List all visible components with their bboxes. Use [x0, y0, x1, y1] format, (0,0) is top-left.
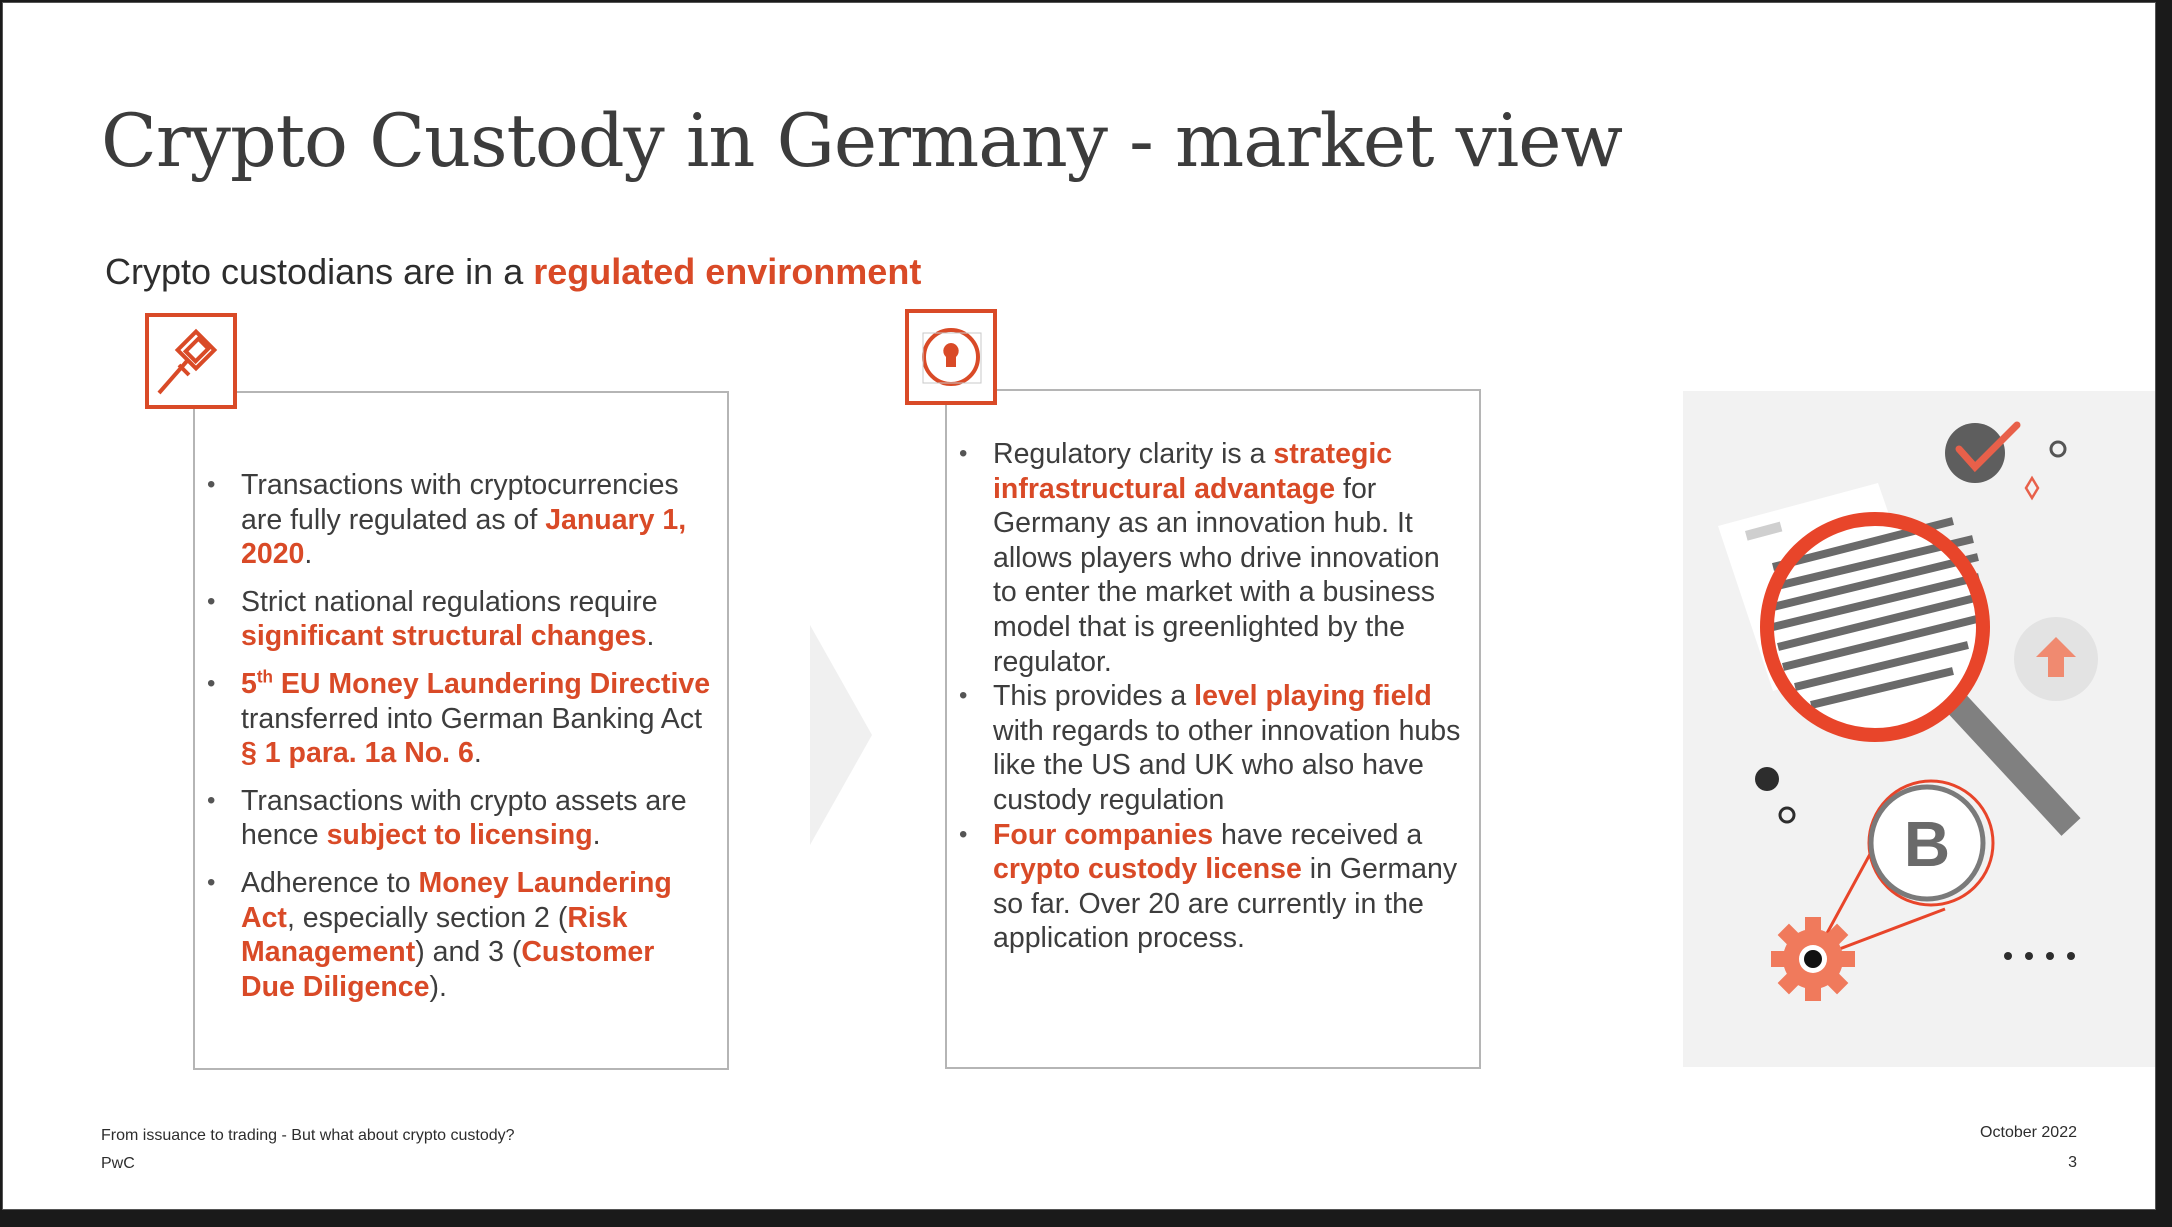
bullet-highlight: level playing field: [1194, 680, 1432, 713]
footer-page-number: 3: [2068, 1154, 2077, 1171]
bullet-text: transferred into German Banking Act: [241, 702, 702, 735]
magnifier-icon: [1760, 512, 2081, 836]
bullet-highlight: th: [256, 667, 273, 687]
bullet-item: Adherence to Money Laundering Act, espec…: [195, 866, 713, 1004]
bullet-text: with regards to other innovation hubs li…: [993, 714, 1461, 816]
footer-presentation-title: From issuance to trading - But what abou…: [101, 1127, 515, 1144]
bullet-highlight: January 1, 2020: [241, 503, 687, 571]
footer-company: PwC: [101, 1155, 135, 1172]
bullet-text: This provides a: [993, 680, 1195, 713]
gear-icon: [1771, 917, 1855, 1001]
svg-text:B: B: [1904, 808, 1950, 880]
bullet-highlight: Four companies: [993, 818, 1214, 851]
transition-arrow: [810, 625, 872, 845]
bullet-text: have received a: [1213, 818, 1423, 851]
bullet-text: Transactions with cryptocurrencies are f…: [241, 469, 679, 536]
bullet-text: .: [646, 620, 655, 653]
bullet-text: ).: [429, 970, 447, 1003]
bullet-text: Adherence to: [241, 866, 419, 899]
bullet-highlight: Customer Due Diligence: [241, 936, 655, 1003]
bullet-text: in Germany so far. Over 20 are currently…: [993, 853, 1458, 955]
gavel-icon: [157, 328, 218, 395]
left-panel: Transactions with cryptocurrencies are f…: [193, 391, 729, 1070]
slide-title: Crypto Custody in Germany - market view: [101, 99, 1623, 184]
bullet-item: Regulatory clarity is a strategic infras…: [947, 437, 1467, 679]
left-icon-box: [145, 313, 237, 409]
bullet-highlight: EU Money Laundering Directive: [273, 667, 711, 700]
upload-arrow-icon: [2014, 617, 2098, 701]
bullet-highlight: strategic infrastructural advantage: [993, 438, 1393, 505]
slide: Crypto Custody in Germany - market view …: [2, 2, 2156, 1210]
bullet-highlight: subject to licensing: [326, 819, 593, 852]
subtitle-text: Crypto custodians are in a: [105, 251, 534, 292]
left-bullet-list: Transactions with cryptocurrencies are f…: [195, 393, 727, 1004]
footer-date: October 2022: [1980, 1124, 2077, 1141]
checkmark-icon: [1945, 421, 2021, 483]
illustration: B: [1683, 391, 2155, 1067]
bullet-text: .: [304, 538, 313, 571]
bullet-highlight: Risk Management: [241, 901, 628, 969]
right-bullet-list: Regulatory clarity is a strategic infras…: [947, 391, 1479, 956]
bullet-highlight: crypto custody license: [993, 853, 1302, 886]
bullet-item: Transactions with crypto assets are henc…: [195, 784, 713, 853]
bullet-item: Transactions with cryptocurrencies are f…: [195, 468, 713, 572]
bullet-text: , especially section 2 (: [286, 901, 568, 934]
bullet-item: Strict national regulations require sign…: [195, 585, 713, 654]
bullet-text: Regulatory clarity is a: [993, 438, 1274, 470]
bullet-text: .: [473, 737, 482, 770]
bullet-item: 5th EU Money Laundering Directive transf…: [195, 667, 713, 771]
bitcoin-icon: B: [1811, 779, 1995, 961]
bullet-highlight: 5: [241, 667, 257, 700]
right-icon-box: [905, 309, 997, 405]
bullet-text: Transactions with crypto assets are henc…: [241, 784, 687, 852]
illustration-graphic: B: [1718, 421, 2098, 1001]
subtitle-highlight: regulated environment: [533, 251, 922, 292]
bullet-text: ) and 3 (: [415, 936, 522, 969]
bullet-text: for Germany as an innovation hub. It all…: [993, 472, 1440, 678]
right-panel: Regulatory clarity is a strategic infras…: [945, 389, 1481, 1069]
bullet-text: Strict national regulations require: [241, 585, 658, 618]
bullet-highlight: Money Laundering Act: [241, 866, 672, 934]
bullet-highlight: significant structural changes: [241, 620, 647, 653]
lightbulb-icon: [922, 328, 982, 386]
bullet-highlight: § 1 para. 1a No. 6: [241, 737, 474, 770]
bullet-item: Four companies have received a crypto cu…: [947, 818, 1467, 956]
bullet-item: This provides a level playing field with…: [947, 679, 1467, 817]
bullet-text: .: [592, 819, 601, 852]
slide-subtitle: Crypto custodians are in a regulated env…: [105, 251, 921, 293]
